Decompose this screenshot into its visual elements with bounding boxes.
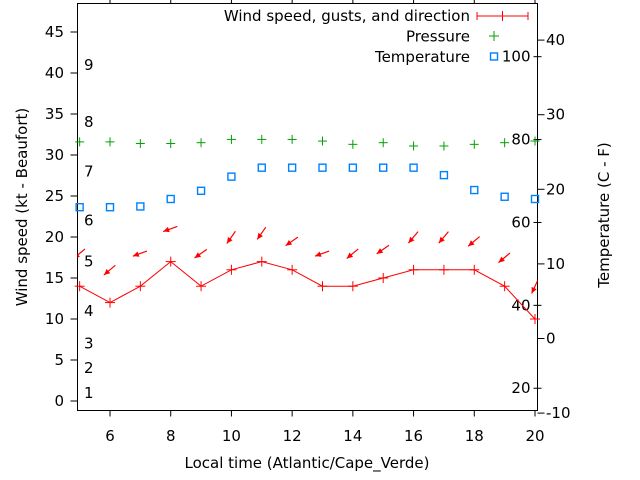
x-tick-label: 8 [166,427,176,445]
beaufort-scale-label: 9 [84,56,94,74]
wind-direction-arrowhead [257,232,263,240]
plot-frame [77,3,538,411]
y-tick-label-kt: 20 [45,228,64,246]
fahrenheit-scale-label: 20 [511,379,530,397]
y-tick-label-kt: 35 [45,105,64,123]
x-tick-label: 12 [283,427,302,445]
beaufort-scale-label: 5 [84,253,94,271]
temperature-point [136,202,145,211]
beaufort-scale-label: 7 [84,162,94,180]
fahrenheit-scale-label: 100 [502,48,531,66]
beaufort-scale-label: 6 [84,212,94,230]
legend-label-pressure: Pressure [406,28,470,46]
legend-temperature-sample [489,52,499,61]
x-tick-label: 20 [525,427,544,445]
temperature-point [409,163,418,172]
temperature-point [196,186,206,195]
wind-direction-arrowhead [226,237,233,244]
y-tick-label-kt: 45 [45,23,64,41]
fahrenheit-scale-label: 80 [511,131,530,149]
wind-direction-arrows [77,225,538,294]
y-tick-label-kt: 10 [45,310,64,328]
x-tick-label: 14 [343,427,362,445]
y2-tick-label-c: 30 [546,106,565,124]
temperature-point [500,192,509,201]
y-tick-label-kt: 0 [54,392,64,410]
y-tick-label-kt: 30 [45,146,64,164]
temperature-point [530,194,540,204]
wind-direction-arrowhead [285,239,293,246]
wind-direction-arrowhead [163,226,170,233]
temperature-point [227,172,236,181]
temperature-point [439,170,449,180]
wind-direction-arrowhead [77,253,80,258]
x-tick-label: 10 [222,427,241,445]
temperature-point [75,203,84,212]
beaufort-scale-label: 1 [84,384,94,402]
beaufort-scale-label: 2 [84,359,94,377]
temperature-point [257,163,266,172]
wind-direction-arrowhead [438,236,445,244]
temperature-point [287,163,297,172]
y-tick-label-kt: 15 [45,269,64,287]
temperature-point [318,163,327,172]
legend-label-wind: Wind speed, gusts, and direction [224,7,470,25]
wind-direction-arrowhead [498,256,505,263]
y2-tick-label-c: 10 [546,255,565,273]
temperature-point [105,203,115,212]
y2-tick-label-c: 0 [546,330,556,348]
x-tick-label: 18 [465,427,484,445]
fahrenheit-scale-label: 40 [511,296,530,314]
wind-direction-arrowhead [376,248,384,254]
beaufort-scale-label: 4 [84,302,94,320]
wind-speed-line [79,260,536,320]
fahrenheit-scale-label: 60 [511,213,530,231]
temperature-point [379,163,388,172]
x-tick-label: 16 [404,427,423,445]
x-axis-label: Local time (Atlantic/Cape_Verde) [185,454,430,473]
temperature-point [470,185,479,195]
beaufort-scale-label: 3 [84,335,94,353]
y-tick-label-kt: 5 [54,351,64,369]
y2-tick-label-c: 20 [546,180,565,198]
y-tick-label-kt: 25 [45,187,64,205]
y-tick-label-kt: 40 [45,64,64,82]
wind-direction-arrowhead [103,268,111,275]
wind-direction-arrowhead [408,236,415,244]
y2-tick-label-c: 40 [546,31,565,49]
wind-direction-arrowhead [194,252,202,258]
wind-direction-arrowhead [314,251,322,257]
legend-label-temperature: Temperature [374,48,470,66]
wind-direction-arrowhead [531,286,537,294]
temperature-point [348,163,358,172]
right-y-axis-label: Temperature (C - F) [595,142,613,289]
wind-direction-arrowhead [346,252,354,259]
x-tick-label: 6 [105,427,115,445]
beaufort-scale-label: 8 [84,113,94,131]
left-y-axis-label: Wind speed (kt - Beaufort) [13,108,31,307]
y2-tick-label-c: -10 [546,404,571,422]
temperature-point [166,194,175,204]
wind-direction-arrowhead [468,240,475,247]
wind-direction-arrowhead [132,251,140,257]
wind-direction-arrow [77,248,86,256]
